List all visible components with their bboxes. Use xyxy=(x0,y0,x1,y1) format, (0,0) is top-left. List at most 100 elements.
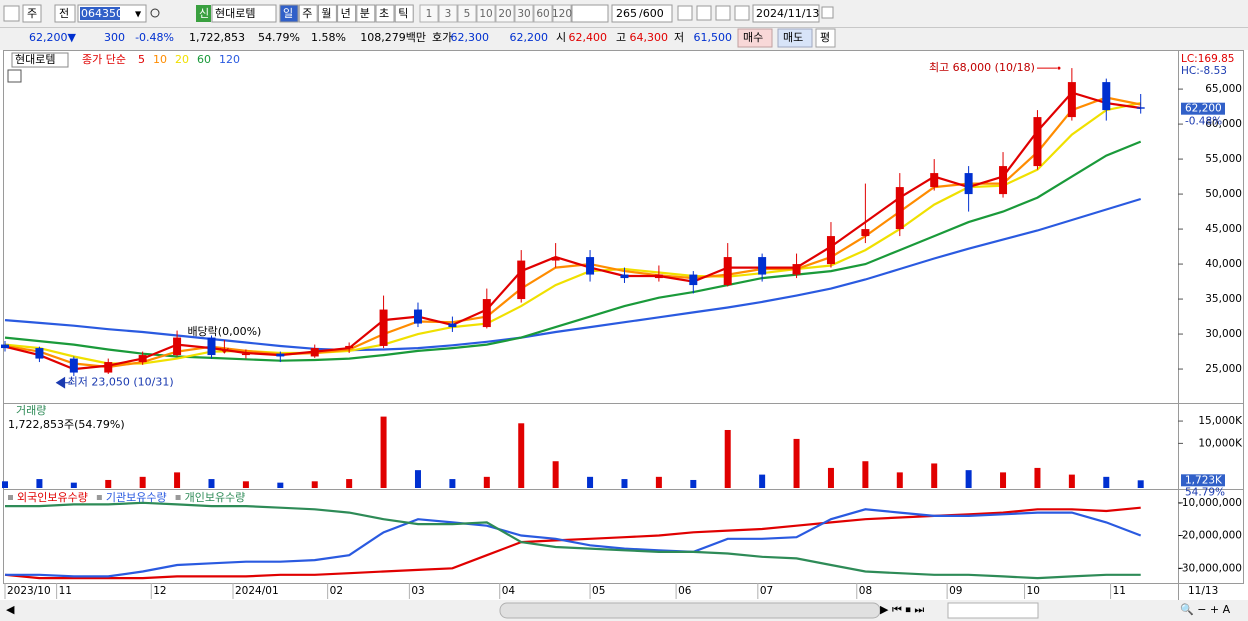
scroll-thumb[interactable] xyxy=(499,602,881,619)
period-button[interactable] xyxy=(375,4,395,23)
period-button[interactable] xyxy=(337,4,357,23)
volume-bar xyxy=(1034,467,1041,488)
volume-bar xyxy=(793,438,800,488)
volume-bar xyxy=(1137,480,1144,488)
last-price: 62,200 xyxy=(1185,103,1222,115)
legend-entry: 기관보유수량 xyxy=(106,491,167,504)
y-tick-label: 45,000 xyxy=(1205,223,1242,235)
period-button[interactable] xyxy=(317,4,337,23)
volume-bar xyxy=(2,481,8,488)
low-label: 저 xyxy=(674,31,684,44)
interval-button[interactable] xyxy=(495,4,515,23)
table-icon[interactable] xyxy=(7,69,22,83)
legend-name: 현대로템 xyxy=(15,53,55,66)
dividend-label: 배당락(0,00%) xyxy=(187,325,261,338)
open-label: 시 xyxy=(556,31,566,44)
zoom-slider[interactable] xyxy=(947,602,1039,619)
candle-body xyxy=(413,309,422,324)
interval-label: 5 xyxy=(464,8,471,20)
period-button[interactable] xyxy=(298,4,318,23)
y-tick-label: -20,000,000 xyxy=(1178,530,1242,542)
candle-body xyxy=(689,274,698,286)
name-box xyxy=(211,4,277,23)
y-tick-label: 50,000 xyxy=(1205,188,1242,200)
candle-body xyxy=(482,299,491,328)
calendar-icon[interactable] xyxy=(821,6,834,19)
volume-bar xyxy=(896,472,903,488)
holding-line xyxy=(5,508,1142,578)
legend-swatch xyxy=(8,495,13,500)
candle-body xyxy=(69,358,78,373)
volume-bar xyxy=(965,470,972,488)
y-tick-label: 15,000K xyxy=(1198,415,1243,427)
search-icon[interactable] xyxy=(150,8,160,18)
hc-label: HC:-8.53 xyxy=(1181,65,1227,77)
buy-button[interactable] xyxy=(737,28,773,48)
interval-button[interactable] xyxy=(514,4,534,23)
price: 62,200▼ xyxy=(29,31,76,44)
charts: 25,000 30,000 35,000 40,000 45,000 50,000 55,0… xyxy=(1,52,1243,599)
interval-button[interactable] xyxy=(552,4,572,23)
candle-body xyxy=(173,337,182,356)
interval-label: 3 xyxy=(445,8,452,20)
candle-body xyxy=(999,166,1008,195)
period-label: 월 xyxy=(321,7,331,20)
interval-button[interactable] xyxy=(476,4,496,23)
prev-box[interactable] xyxy=(54,4,76,23)
volume-bar xyxy=(414,470,421,488)
count: 265 xyxy=(616,7,637,20)
period-button[interactable] xyxy=(356,4,376,23)
high-point xyxy=(1057,66,1061,70)
tool-icon[interactable] xyxy=(734,5,750,21)
custom-interval[interactable] xyxy=(571,4,609,23)
high: 64,300 xyxy=(630,31,669,44)
period-button[interactable] xyxy=(394,4,414,23)
x-end-label: 11/13 xyxy=(1188,585,1218,597)
interval-button[interactable] xyxy=(533,4,553,23)
x-tick-label: 11 xyxy=(1113,585,1126,597)
legend-entry: 외국인보유수량 xyxy=(17,491,88,504)
volume-ratio: 54.79% xyxy=(258,31,300,44)
x-tick-label: 05 xyxy=(592,585,605,597)
x-tick-label: 08 xyxy=(859,585,872,597)
period-label: 일 xyxy=(283,6,293,20)
y-tick-label: 10,000K xyxy=(1198,437,1243,449)
tool-icon[interactable] xyxy=(696,5,712,21)
candle-body xyxy=(310,348,319,357)
sell-button[interactable] xyxy=(777,28,813,48)
interval-button[interactable] xyxy=(419,4,439,23)
candle-body xyxy=(1102,82,1111,111)
period-button[interactable] xyxy=(279,4,299,23)
legend-entry: 5 xyxy=(138,53,145,66)
period-label: 분 xyxy=(360,7,370,20)
zoom-tools[interactable]: 🔍 − + A xyxy=(1180,602,1231,616)
scroll-left[interactable]: ◀ xyxy=(6,603,15,616)
interval-button[interactable] xyxy=(438,4,458,23)
scroll-right[interactable]: ▶ ⏮ ⏹ ⏭ xyxy=(880,603,924,616)
volume-bar xyxy=(621,479,628,488)
moving-average xyxy=(4,197,1142,352)
code-highlight xyxy=(80,7,120,20)
volume-rate: 54.79% xyxy=(1185,486,1225,498)
tool-icon[interactable] xyxy=(677,5,693,21)
market-box[interactable] xyxy=(22,4,42,23)
menu-button[interactable] xyxy=(3,5,20,22)
date-box[interactable] xyxy=(752,4,820,23)
volume-bar xyxy=(655,476,662,488)
ask: 62,300 xyxy=(451,31,490,44)
y-tick-label: 55,000 xyxy=(1205,153,1242,165)
tool-icon[interactable] xyxy=(715,5,731,21)
x-tick-label: 03 xyxy=(411,585,424,597)
legend-box xyxy=(11,52,69,68)
interval-button[interactable] xyxy=(457,4,477,23)
volume-bar xyxy=(380,416,387,488)
avg-button[interactable] xyxy=(815,28,836,48)
x-tick-label: 2024/01 xyxy=(235,585,279,597)
x-tick-label: 04 xyxy=(502,585,516,597)
lc-label: LC:169.85 xyxy=(1181,53,1234,65)
dropdown[interactable]: ▼ xyxy=(135,10,142,19)
candle-body xyxy=(861,229,870,237)
y-tick-label: -30,000,000 xyxy=(1178,562,1242,574)
x-tick-label: 12 xyxy=(153,585,166,597)
